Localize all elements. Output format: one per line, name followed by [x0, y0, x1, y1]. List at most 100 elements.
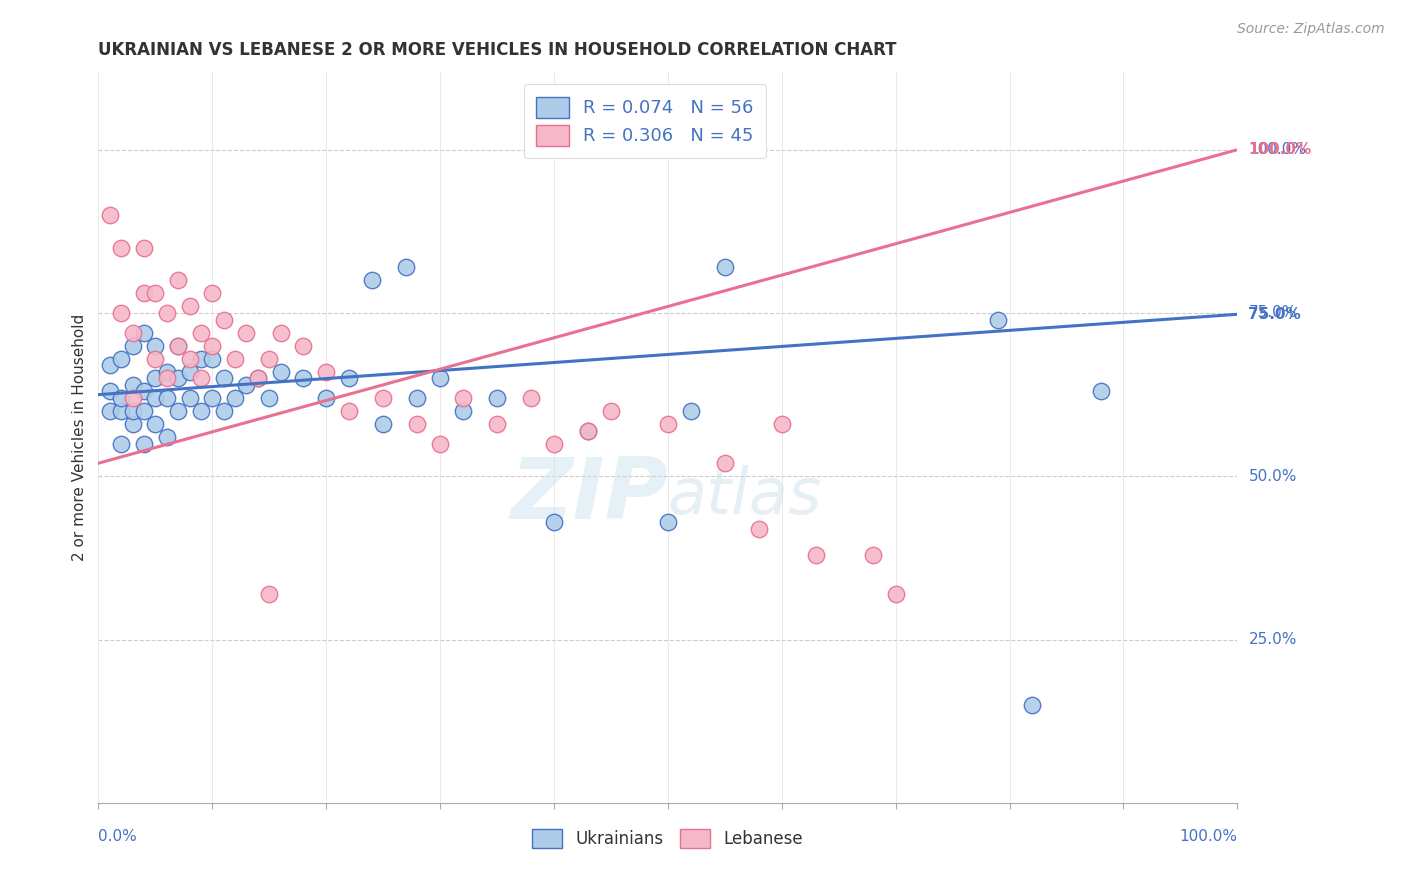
Point [987, 312, 1010, 326]
Point [292, 339, 315, 353]
Legend: Ukrainians, Lebanese: Ukrainians, Lebanese [524, 821, 811, 856]
Point [395, 260, 418, 275]
Point [190, 326, 212, 340]
Point [1021, 698, 1043, 712]
Text: 100.0%: 100.0% [1180, 829, 1237, 844]
Point [201, 391, 224, 405]
Text: 100.0%: 100.0% [1249, 142, 1306, 157]
Point [679, 404, 702, 418]
Point [132, 286, 155, 301]
Point [201, 286, 224, 301]
Point [657, 417, 679, 431]
Point [360, 273, 382, 287]
Point [179, 351, 201, 366]
Point [371, 391, 394, 405]
Text: 75.0%: 75.0% [1249, 305, 1296, 320]
Point [337, 404, 360, 418]
Point [543, 436, 565, 450]
Point [235, 377, 257, 392]
Point [201, 339, 224, 353]
Point [406, 391, 429, 405]
Text: Source: ZipAtlas.com: Source: ZipAtlas.com [1237, 22, 1385, 37]
Point [576, 424, 599, 438]
Point [145, 391, 167, 405]
Point [804, 548, 827, 562]
Point [145, 417, 167, 431]
Point [1090, 384, 1112, 399]
Point [451, 391, 474, 405]
Point [167, 339, 190, 353]
Point [337, 371, 360, 385]
Point [259, 391, 281, 405]
Point [156, 365, 179, 379]
Point [132, 326, 155, 340]
Point [110, 436, 132, 450]
Point [145, 286, 167, 301]
Point [543, 515, 565, 529]
Point [179, 300, 201, 314]
Point [748, 521, 770, 535]
Point [145, 351, 167, 366]
Point [212, 371, 235, 385]
Point [110, 241, 132, 255]
Point [167, 371, 190, 385]
Point [167, 404, 190, 418]
Point [862, 548, 884, 562]
Point [714, 260, 737, 275]
Point [576, 424, 599, 438]
Point [190, 351, 212, 366]
Point [486, 417, 509, 431]
Point [657, 515, 679, 529]
Point [145, 339, 167, 353]
Point [270, 326, 292, 340]
Point [884, 587, 907, 601]
Point [167, 339, 190, 353]
Point [212, 404, 235, 418]
Point [98, 404, 121, 418]
Point [520, 391, 543, 405]
Point [110, 306, 132, 320]
Point [132, 384, 155, 399]
Point [190, 404, 212, 418]
Point [121, 377, 143, 392]
Point [98, 358, 121, 372]
Text: ZIP: ZIP [510, 454, 668, 537]
Point [315, 391, 337, 405]
Text: 75.0%: 75.0% [1249, 307, 1301, 322]
Point [179, 365, 201, 379]
Point [179, 391, 201, 405]
Point [145, 371, 167, 385]
Text: UKRAINIAN VS LEBANESE 2 OR MORE VEHICLES IN HOUSEHOLD CORRELATION CHART: UKRAINIAN VS LEBANESE 2 OR MORE VEHICLES… [98, 41, 897, 59]
Point [292, 371, 315, 385]
Point [121, 404, 143, 418]
Point [132, 241, 155, 255]
Point [235, 326, 257, 340]
Point [132, 436, 155, 450]
Point [121, 417, 143, 431]
Point [167, 273, 190, 287]
Text: atlas: atlas [668, 465, 823, 526]
Text: 100.0%: 100.0% [1249, 142, 1312, 157]
Point [121, 391, 143, 405]
Point [190, 371, 212, 385]
Point [224, 351, 246, 366]
Point [98, 384, 121, 399]
Y-axis label: 2 or more Vehicles in Household: 2 or more Vehicles in Household [72, 313, 87, 561]
Point [714, 456, 737, 470]
Point [429, 436, 451, 450]
Text: 0.0%: 0.0% [98, 829, 138, 844]
Point [156, 306, 179, 320]
Point [212, 312, 235, 326]
Point [246, 371, 269, 385]
Point [201, 351, 224, 366]
Point [132, 404, 155, 418]
Point [371, 417, 394, 431]
Point [110, 391, 132, 405]
Text: 50.0%: 50.0% [1249, 469, 1296, 483]
Point [406, 417, 429, 431]
Point [429, 371, 451, 385]
Point [156, 391, 179, 405]
Point [486, 391, 509, 405]
Text: 25.0%: 25.0% [1249, 632, 1296, 647]
Point [121, 326, 143, 340]
